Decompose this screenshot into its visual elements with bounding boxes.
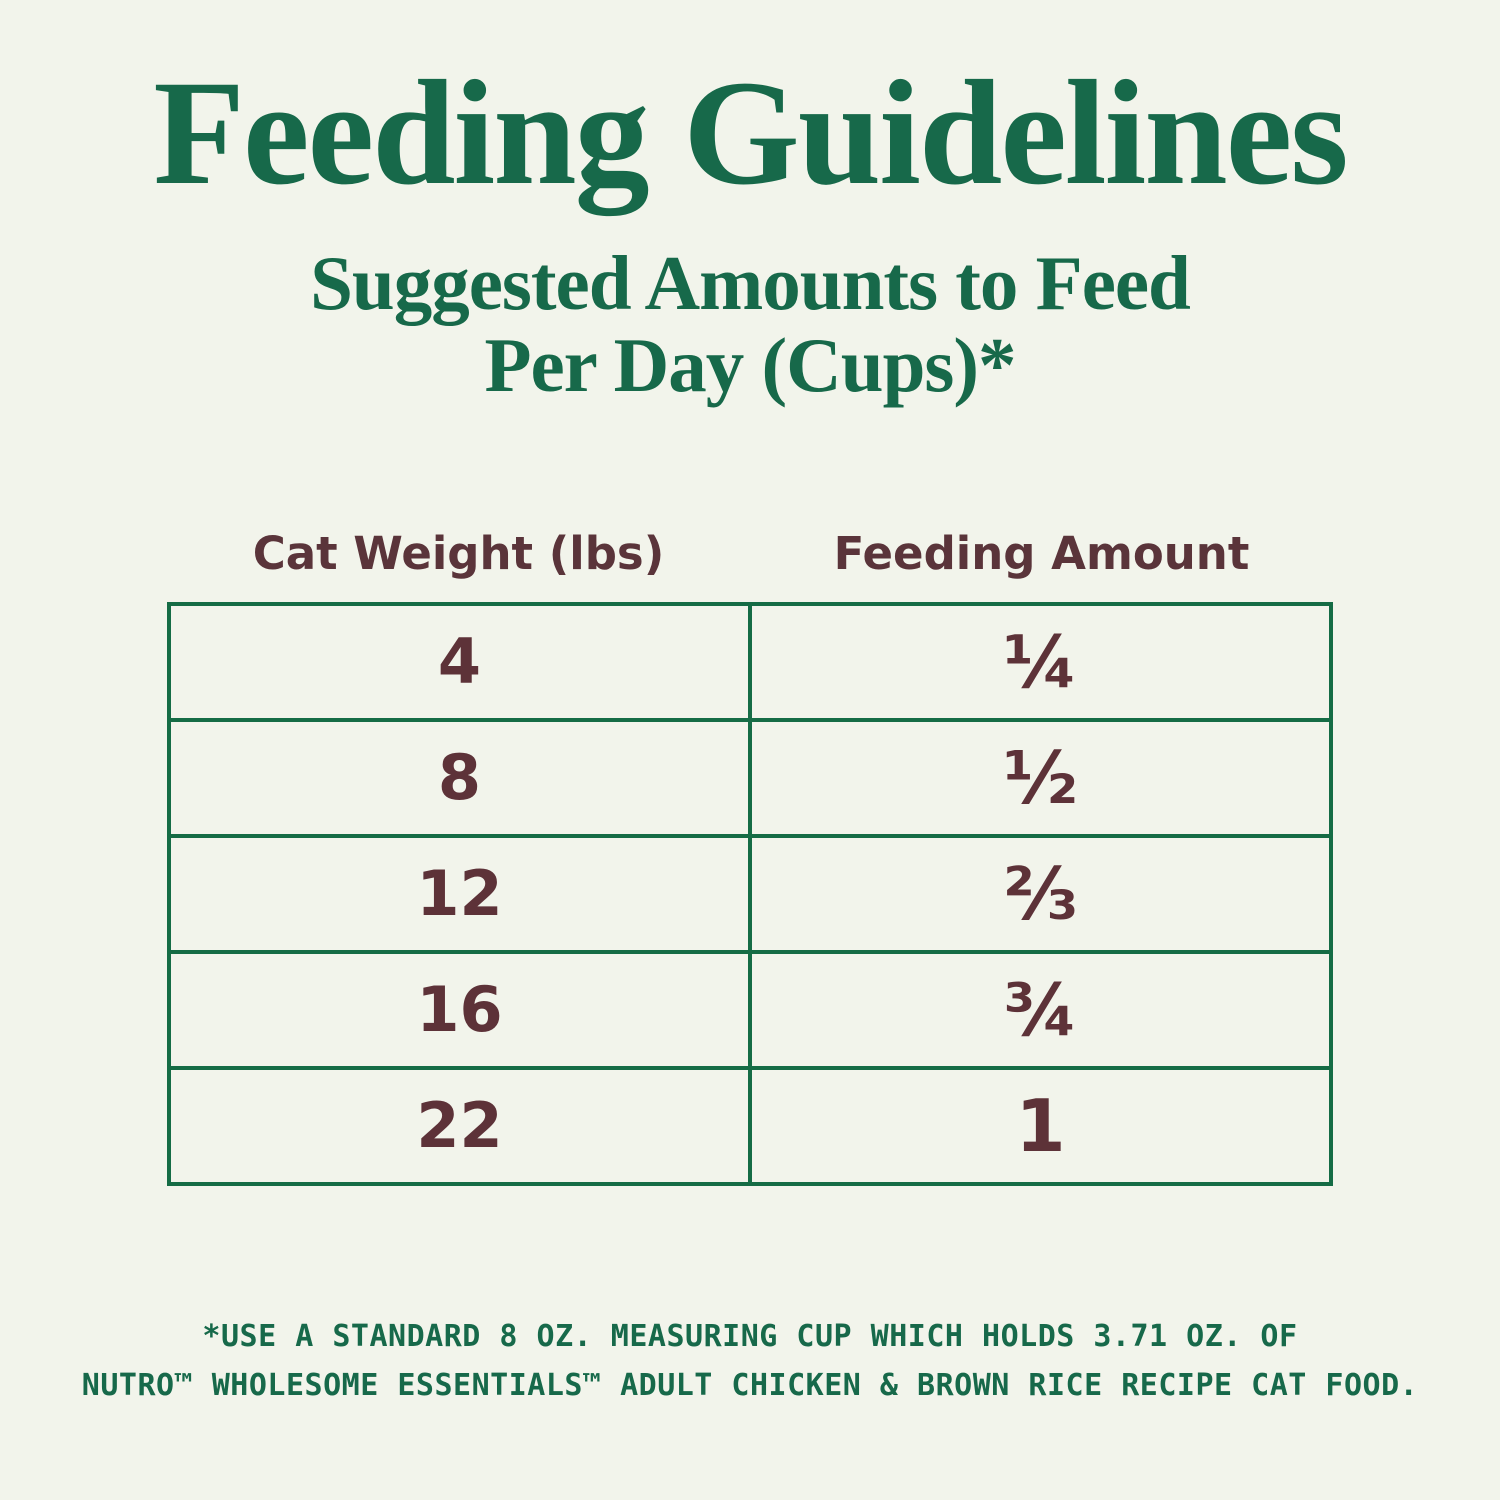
cat-weight-value: 8 [167, 717, 752, 838]
feeding-amount-value: ⅔ [748, 833, 1333, 954]
table-row: 8 ½ [167, 717, 1333, 838]
cat-weight-value: 16 [167, 949, 752, 1070]
footnote-line-2: NUTRO™ WHOLESOME ESSENTIALS™ ADULT CHICK… [81, 1368, 1419, 1404]
table-row: 4 ¼ [167, 601, 1333, 722]
footnote-line-1: *USE A STANDARD 8 OZ. MEASURING CUP WHIC… [202, 1318, 1298, 1354]
table-row: 12 ⅔ [167, 833, 1333, 954]
table-row: 22 1 [167, 1065, 1333, 1186]
page-subtitle: Suggested Amounts to Feed Per Day (Cups)… [0, 242, 1500, 407]
cat-weight-value: 22 [167, 1065, 752, 1186]
cat-weight-value: 4 [167, 601, 752, 722]
feeding-table: 4 ¼ 8 ½ 12 ⅔ 16 ¾ 22 1 [167, 601, 1333, 1186]
subtitle-line-2: Per Day (Cups)* [484, 322, 1016, 409]
cat-weight-value: 12 [167, 833, 752, 954]
column-header-cat-weight: Cat Weight (lbs) [252, 526, 665, 580]
feeding-amount-value: ½ [748, 717, 1333, 838]
subtitle-line-1: Suggested Amounts to Feed [310, 240, 1191, 326]
measuring-cup-footnote: *USE A STANDARD 8 OZ. MEASURING CUP WHIC… [0, 1312, 1500, 1411]
table-row: 16 ¾ [167, 949, 1333, 1070]
feeding-amount-value: ¼ [748, 601, 1333, 722]
feeding-amount-value: 1 [748, 1065, 1333, 1186]
table-column-headers: Cat Weight (lbs) Feeding Amount [167, 527, 1333, 580]
column-header-feeding-amount: Feeding Amount [833, 526, 1250, 580]
feeding-amount-value: ¾ [748, 949, 1333, 1070]
page-title: Feeding Guidelines [153, 50, 1348, 216]
